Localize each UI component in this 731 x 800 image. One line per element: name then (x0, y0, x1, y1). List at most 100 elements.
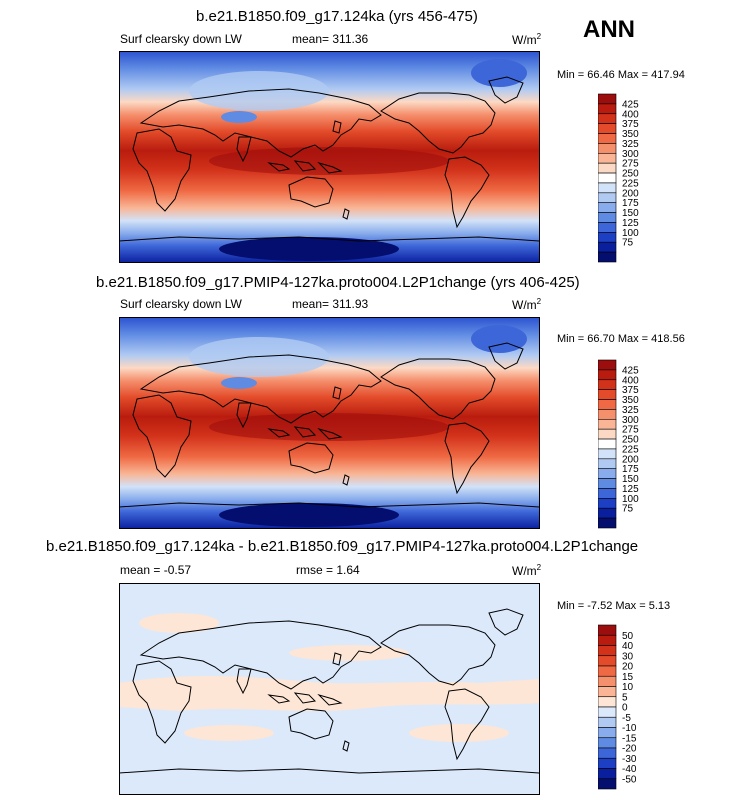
colorbar-label: 200 (622, 188, 639, 199)
colorbar-label: 300 (622, 149, 639, 160)
colorbar-label: 200 (622, 454, 639, 465)
panel3-rmse: rmse = 1.64 (296, 563, 360, 577)
colorbar-label: 175 (622, 464, 639, 475)
panel1-units: W/m2 (512, 32, 541, 47)
colorbar-label: 325 (622, 139, 639, 150)
colorbar-swatch (598, 675, 617, 687)
panel3-title: b.e21.B1850.f09_g17.124ka - b.e21.B1850.… (46, 538, 639, 555)
panel1-units-exp: 2 (536, 32, 542, 41)
colorbar-label: 275 (622, 425, 639, 436)
panel3-mean: mean = -0.57 (120, 563, 192, 577)
colorbar-swatch (598, 634, 617, 646)
colorbar-swatch (598, 778, 617, 790)
colorbar-swatch (598, 507, 617, 519)
colorbar-label: 300 (622, 415, 639, 426)
colorbar-label: 400 (622, 375, 639, 386)
colorbar-label: 75 (622, 504, 634, 515)
colorbar-swatch (598, 202, 617, 213)
colorbar-swatch (598, 232, 617, 243)
colorbar-label: 375 (622, 385, 639, 396)
colorbar-label: 350 (622, 129, 639, 140)
colorbar-swatch (598, 438, 617, 450)
colorbar-label: -50 (622, 774, 637, 785)
colorbar-label: 325 (622, 405, 639, 416)
colorbar-label: 225 (622, 178, 639, 189)
colorbar-label: 15 (622, 672, 634, 683)
colorbar-swatch (598, 665, 617, 677)
panel1-minmax: Min = 66.46 Max = 417.94 (557, 69, 685, 81)
colorbar-label: 350 (622, 395, 639, 406)
colorbar-swatch (598, 113, 617, 124)
colorbar-swatch (598, 379, 617, 390)
season-label: ANN (583, 16, 635, 43)
colorbar-swatch (598, 241, 617, 253)
panel2-title: b.e21.B1850.f09_g17.PMIP4-127ka.proto004… (96, 274, 580, 291)
colorbar-swatch (598, 468, 617, 479)
colorbar-swatch (598, 727, 617, 739)
panel1-mean: mean= 311.36 (292, 32, 369, 46)
colorbar-swatch (598, 517, 617, 529)
panel2-minmax: Min = 66.70 Max = 418.56 (557, 333, 685, 345)
colorbar-label: 250 (622, 169, 639, 180)
colorbar-swatch (598, 212, 617, 223)
panel1-colorbar: 4254003753503253002752502252001751501251… (598, 93, 639, 263)
panel3-units-exp: 2 (536, 563, 542, 572)
colorbar-label: 100 (622, 494, 639, 505)
colorbar-label: 250 (622, 435, 639, 446)
panel2-map (119, 317, 540, 529)
colorbar-swatch (598, 448, 617, 460)
colorbar-swatch (598, 478, 617, 489)
colorbar-label: -15 (622, 733, 637, 744)
colorbar-swatch (598, 696, 617, 708)
colorbar-label: 75 (622, 238, 634, 249)
colorbar-label: 425 (622, 99, 639, 110)
panel3-map (119, 583, 540, 795)
panel2-variable: Surf clearsky down LW (120, 297, 242, 311)
colorbar-swatch (598, 768, 617, 780)
colorbar-swatch (598, 645, 617, 657)
colorbar-swatch (598, 103, 617, 115)
colorbar-label: -10 (622, 723, 637, 734)
colorbar-label: 50 (622, 631, 634, 642)
colorbar-swatch (598, 172, 617, 184)
colorbar-label: -20 (622, 744, 637, 755)
colorbar-label: 100 (622, 228, 639, 239)
colorbar-swatch (598, 152, 617, 164)
colorbar-swatch (598, 624, 617, 636)
colorbar-swatch (598, 716, 617, 728)
colorbar-label: 400 (622, 109, 639, 120)
colorbar-swatch (598, 458, 617, 470)
colorbar-swatch (598, 706, 617, 718)
panel2-colorbar: 4254003753503253002752502252001751501251… (598, 359, 639, 529)
colorbar-swatch (598, 488, 617, 499)
colorbar-label: 20 (622, 662, 634, 673)
colorbar-swatch (598, 369, 617, 381)
colorbar-swatch (598, 409, 617, 420)
colorbar-swatch (598, 655, 617, 667)
panel2-units-base: W/m (512, 298, 537, 312)
colorbar-label: 375 (622, 119, 639, 130)
colorbar-swatch (598, 747, 617, 759)
colorbar-swatch (598, 162, 617, 174)
colorbar-swatch (598, 737, 617, 749)
colorbar-swatch (598, 399, 617, 410)
colorbar-swatch (598, 498, 617, 509)
colorbar-label: 175 (622, 198, 639, 209)
panel1-units-base: W/m (512, 33, 537, 47)
colorbar-swatch (598, 133, 617, 144)
panel3-minmax: Min = -7.52 Max = 5.13 (557, 600, 671, 612)
panel3-units: W/m2 (512, 563, 541, 578)
colorbar-swatch (598, 428, 617, 440)
colorbar-swatch (598, 143, 617, 154)
colorbar-swatch (598, 251, 617, 263)
colorbar-label: 275 (622, 159, 639, 170)
colorbar-label: 150 (622, 474, 639, 485)
colorbar-label: -5 (622, 713, 631, 724)
panel1-map (119, 51, 540, 263)
panel2-units: W/m2 (512, 297, 541, 312)
colorbar-label: -40 (622, 764, 637, 775)
colorbar-label: 425 (622, 365, 639, 376)
colorbar-swatch (598, 686, 617, 698)
panel2-units-exp: 2 (536, 297, 542, 306)
